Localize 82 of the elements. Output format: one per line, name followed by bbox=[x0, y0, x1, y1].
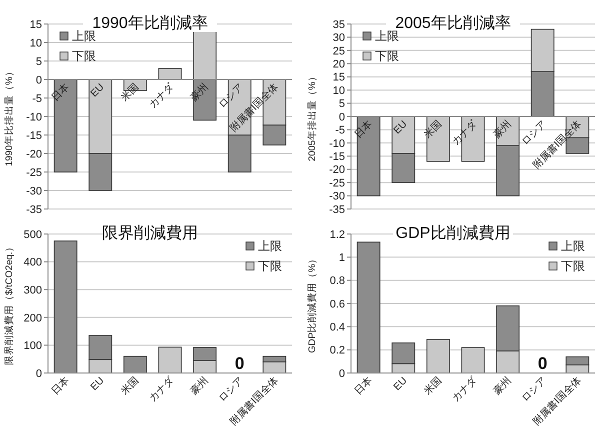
x-tick-label: 日本 bbox=[352, 374, 375, 398]
y-tick-label: 1.2 bbox=[330, 228, 345, 241]
x-tick-label: EU bbox=[392, 118, 410, 136]
x-tick-label: 米国 bbox=[422, 374, 444, 398]
x-tick-label: 米国 bbox=[118, 374, 142, 398]
y-tick-label: 0 bbox=[338, 111, 345, 124]
y-tick-label: 0.6 bbox=[330, 298, 345, 310]
legend-label: 上限 bbox=[72, 29, 96, 43]
y-tick-label: -25 bbox=[329, 177, 345, 190]
legend-label: 下限 bbox=[72, 49, 96, 63]
y-tick-label: 1 bbox=[338, 252, 345, 264]
legend-label: 下限 bbox=[561, 259, 585, 273]
y-tick-label: 100 bbox=[24, 340, 42, 352]
y-tick-label: 0.8 bbox=[330, 275, 345, 288]
y-tick-label: -10 bbox=[329, 138, 345, 150]
y-tick-label: -15 bbox=[329, 150, 345, 163]
legend-label: 上限 bbox=[258, 239, 282, 253]
x-tick-label: ロシア bbox=[216, 375, 246, 404]
y-tick-label: 10 bbox=[332, 84, 345, 97]
y-tick-label: -15 bbox=[26, 130, 42, 142]
y-tick-label: 5 bbox=[338, 98, 345, 110]
x-tick-label: 日本 bbox=[352, 118, 375, 141]
y-tick-label: 10 bbox=[30, 37, 42, 50]
y-tick-label: 400 bbox=[24, 256, 42, 269]
y-tick-label: -20 bbox=[26, 148, 42, 160]
y-tick-label: -5 bbox=[335, 124, 345, 137]
y-tick-label: -35 bbox=[329, 204, 345, 216]
chart-title: 限界削減費用 bbox=[102, 224, 198, 242]
x-tick-label: カナダ bbox=[146, 374, 177, 404]
y-tick-label: -10 bbox=[26, 111, 42, 124]
chart-title: 2005年比削減率 bbox=[395, 14, 511, 32]
x-tick-label: 日本 bbox=[49, 81, 72, 104]
bar bbox=[158, 68, 182, 80]
y-axis-title: 1990年比排出量（%） bbox=[3, 66, 15, 166]
y-tick-label: 15 bbox=[30, 18, 42, 31]
legend-label: 上限 bbox=[561, 239, 585, 253]
y-tick-label: 0 bbox=[36, 74, 42, 86]
y-tick-label: 5 bbox=[36, 56, 42, 68]
y-tick-label: 15 bbox=[332, 72, 345, 84]
x-tick-label: 米国 bbox=[118, 81, 142, 104]
y-tick-label: -20 bbox=[329, 164, 345, 176]
x-tick-label: 豪州 bbox=[188, 81, 211, 104]
chart-title: GDP比削減費用 bbox=[396, 224, 510, 242]
data-label: 0 bbox=[538, 354, 548, 373]
y-tick-label: 500 bbox=[24, 228, 42, 241]
y-tick-label: 30 bbox=[332, 32, 345, 44]
x-tick-label: カナダ bbox=[449, 374, 480, 404]
data-label: 0 bbox=[234, 354, 244, 373]
y-tick-label: 0.4 bbox=[330, 322, 345, 334]
x-tick-label: 豪州 bbox=[491, 118, 514, 141]
y-tick-label: 0 bbox=[36, 368, 42, 380]
y-tick-label: 0 bbox=[338, 368, 345, 380]
x-tick-label: 米国 bbox=[422, 118, 444, 141]
y-tick-label: 35 bbox=[332, 18, 345, 31]
chart-title: 1990年比削減率 bbox=[92, 14, 208, 32]
x-tick-label: カナダ bbox=[146, 80, 177, 111]
legend-label: 下限 bbox=[375, 49, 399, 63]
x-tick-label: 豪州 bbox=[188, 374, 211, 398]
y-axis-title: 2005年排出量（%） bbox=[306, 72, 318, 162]
x-tick-label: 豪州 bbox=[491, 374, 514, 398]
y-tick-label: 25 bbox=[332, 45, 345, 58]
legend-label: 下限 bbox=[258, 259, 282, 273]
y-tick-label: -30 bbox=[26, 185, 42, 198]
y-tick-label: 300 bbox=[24, 284, 42, 296]
legend-label: 上限 bbox=[375, 29, 399, 43]
y-tick-label: -5 bbox=[32, 92, 42, 105]
x-tick-label: ロシア bbox=[520, 375, 549, 404]
y-axis-title: GDP比削減費用（%） bbox=[306, 254, 318, 354]
y-tick-label: -25 bbox=[26, 166, 42, 179]
y-tick-label: 0.2 bbox=[330, 344, 345, 357]
y-tick-label: 200 bbox=[24, 312, 42, 324]
y-axis-title: 限界削減費用（$/tCO2eq.） bbox=[3, 242, 15, 366]
x-tick-label: 日本 bbox=[49, 374, 72, 398]
x-tick-label: EU bbox=[88, 375, 107, 393]
x-tick-label: カナダ bbox=[449, 117, 480, 148]
y-tick-label: 20 bbox=[332, 58, 345, 70]
y-tick-label: -35 bbox=[26, 204, 42, 216]
x-tick-label: EU bbox=[392, 375, 410, 393]
x-tick-label: EU bbox=[88, 82, 107, 100]
x-tick-label: ロシア bbox=[520, 118, 549, 148]
x-tick-label: ロシア bbox=[216, 82, 246, 111]
y-tick-label: -30 bbox=[329, 190, 345, 203]
